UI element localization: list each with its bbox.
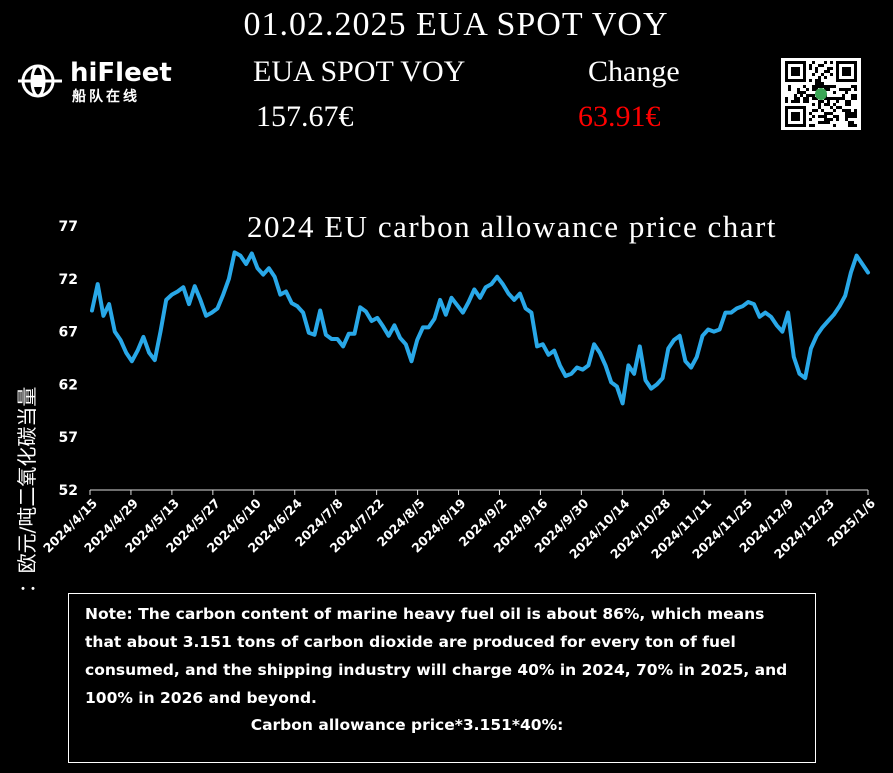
note-text: Note: The carbon content of marine heavy… [85,605,788,707]
y-tick-label: 77 [59,219,78,235]
logo-subtitle: 船队在线 [72,89,140,105]
chart-title: 2024 EU carbon allowance price chart [247,209,777,244]
qr-code-icon [785,61,857,127]
page-title: 01.02.2025 EUA SPOT VOY [243,6,669,43]
line-chart: 2024 EU carbon allowance price chart 单位：… [15,209,878,590]
note-box: Note: The carbon content of marine heavy… [68,593,816,763]
series-line-eua-price [90,250,870,406]
spot-label: EUA SPOT VOY [253,55,466,88]
y-axis-label: 单位：欧元/吨二氧化碳当量 [15,387,39,590]
globe-icon [18,64,62,98]
hifleet-logo: hiFleet 船队在线 [18,58,172,105]
qr-code[interactable] [781,58,861,130]
y-tick-label: 62 [59,377,78,393]
y-tick-label: 57 [59,430,78,446]
y-tick-label: 52 [59,483,78,499]
change-value: 63.91€ [578,100,661,133]
logo-wordmark: hiFleet [70,58,172,88]
y-tick-label: 67 [59,325,78,341]
y-axis: 77 72 67 62 57 52 [59,219,78,499]
spot-value: 157.67€ [256,100,354,133]
note-formula: Carbon allowance price*3.151*40%: [250,716,564,734]
y-tick-label: 72 [59,272,78,288]
change-label: Change [588,55,680,88]
x-axis: 2024/4/152024/4/292024/5/132024/5/272024… [40,490,878,562]
